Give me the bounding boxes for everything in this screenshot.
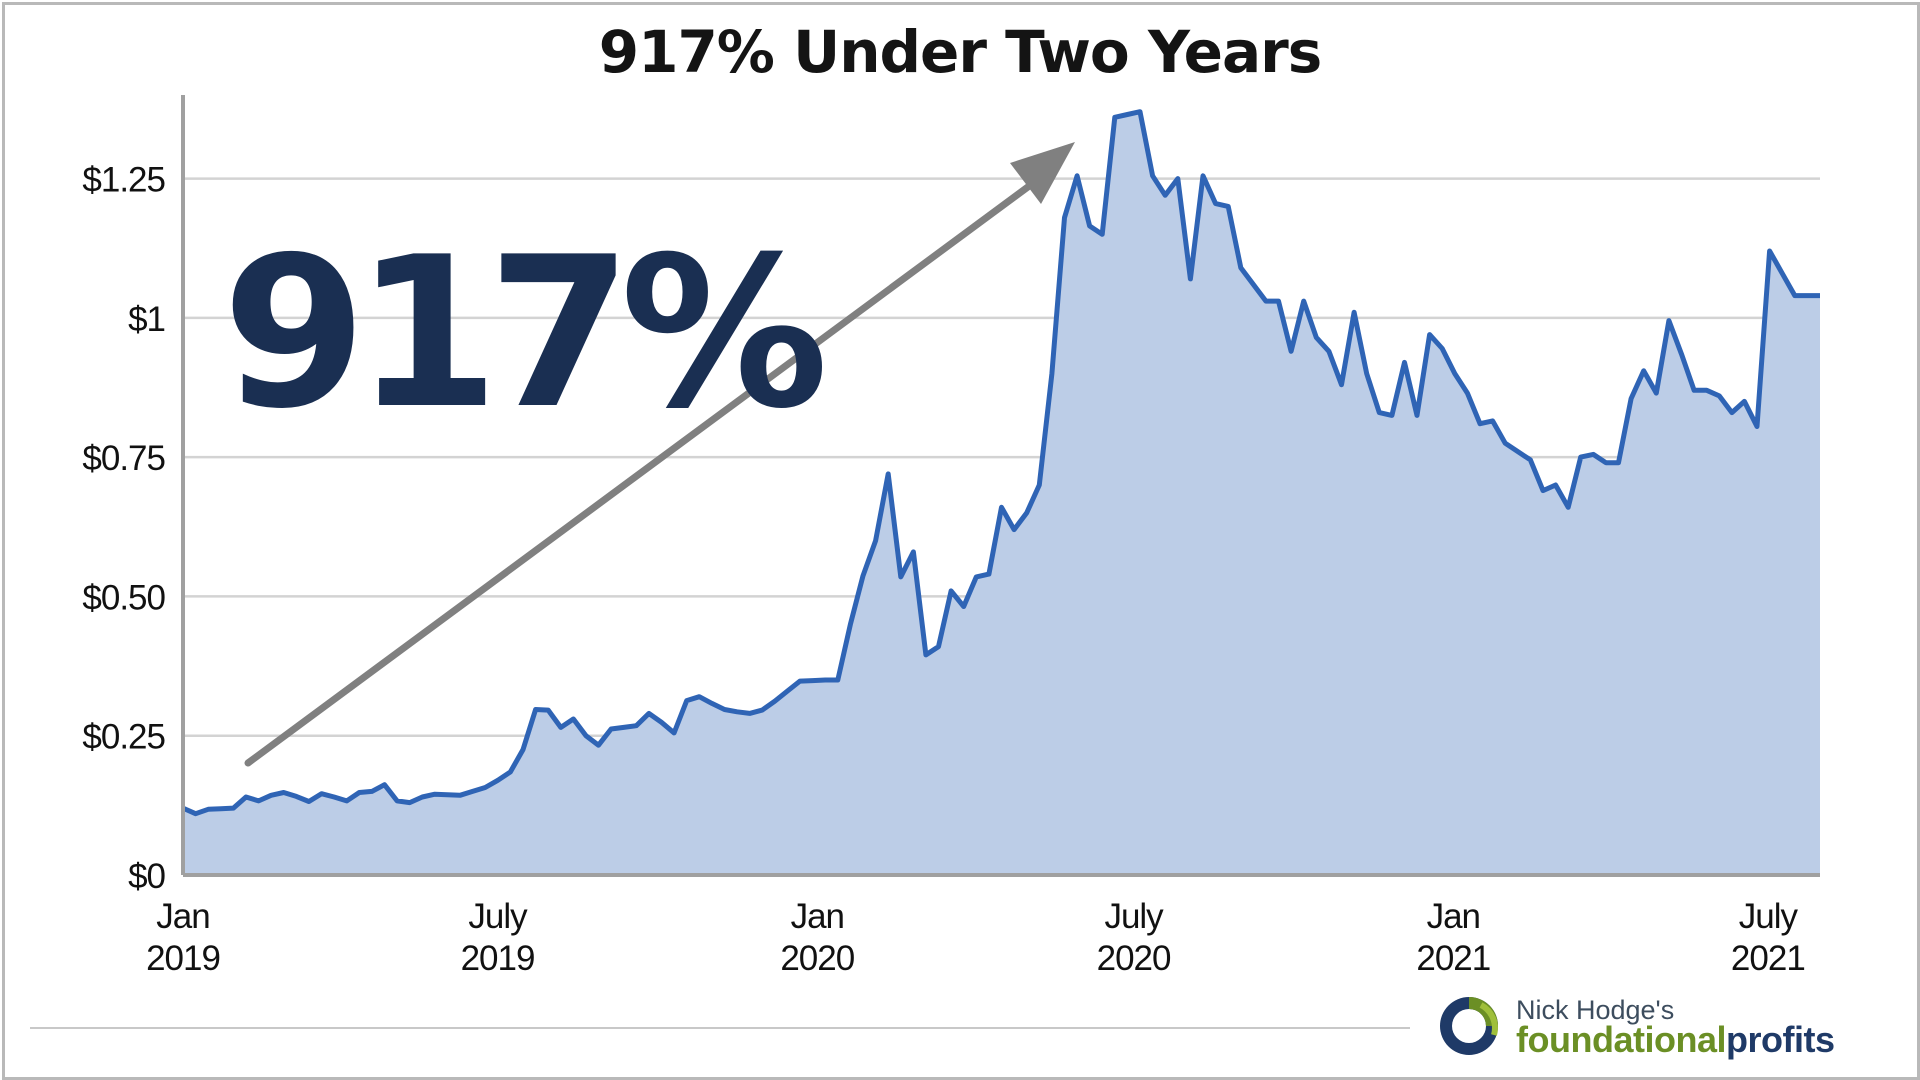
x-tick-label: Jan 2021 [1416, 897, 1490, 978]
brand-name-part1: foundational [1516, 1019, 1726, 1060]
x-tick-label: Jan 2020 [780, 897, 854, 978]
x-tick-label: Jan 2019 [146, 897, 220, 978]
y-tick-label: $0.75 [82, 439, 165, 478]
series-line [181, 109, 1820, 817]
series-area-fill [183, 111, 1820, 875]
brand-name: foundationalprofits [1516, 1019, 1835, 1061]
chart-title: 917% Under Two Years [598, 18, 1323, 86]
brand-name-part2: profits [1725, 1019, 1835, 1060]
y-tick-label: $0 [128, 857, 165, 896]
footer-divider [30, 1027, 1410, 1029]
x-tick-label: July 2019 [461, 897, 535, 978]
y-tick-label: $0.25 [82, 718, 165, 757]
trend-arrow-head [1010, 142, 1075, 204]
brand-logo-block: Nick Hodge's foundationalprofits [1436, 993, 1896, 1063]
y-tick-label: $0.50 [82, 578, 165, 617]
y-tick-label: $1.25 [82, 161, 165, 200]
brand-author: Nick Hodge's [1516, 995, 1675, 1025]
percent-callout: 917% [222, 213, 822, 455]
brand-circle-logo [1440, 997, 1498, 1055]
trend-arrow-shaft [244, 174, 1044, 767]
y-tick-label: $1 [128, 300, 165, 339]
trend-arrow [244, 142, 1075, 767]
x-tick-label: July 2021 [1731, 897, 1805, 978]
x-tick-label: July 2020 [1097, 897, 1171, 978]
